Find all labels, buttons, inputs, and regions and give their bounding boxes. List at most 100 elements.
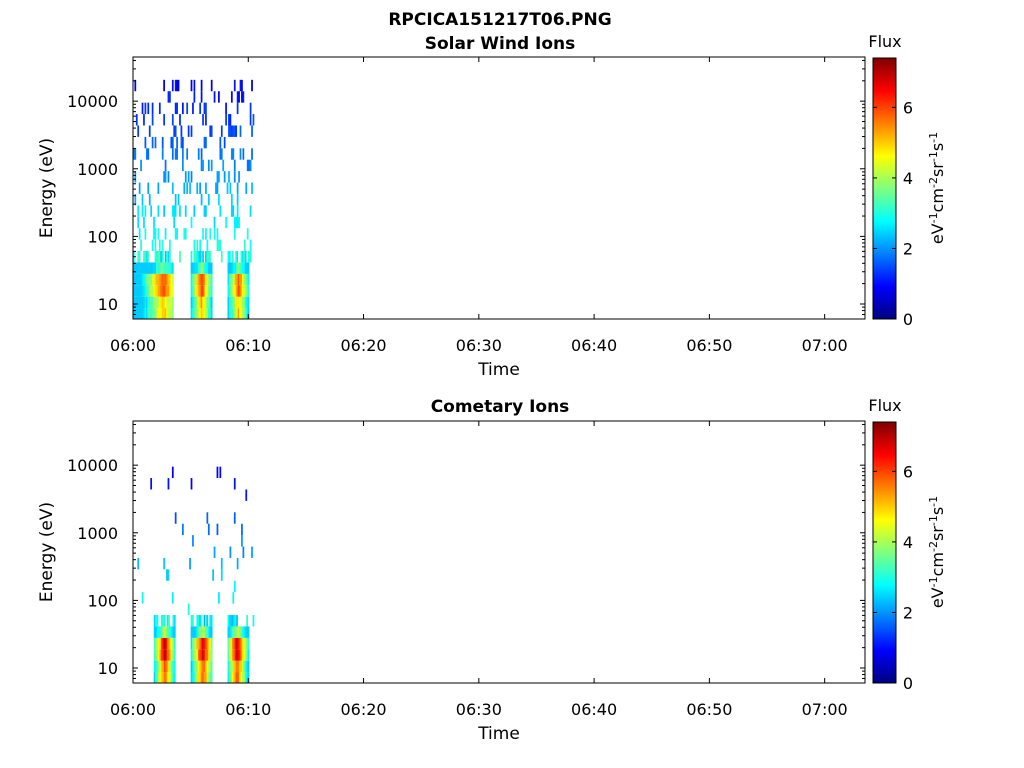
heatmap-cell <box>144 136 147 149</box>
heatmap-cell <box>236 308 238 319</box>
heatmap-cell <box>137 262 140 274</box>
heatmap-cell <box>193 649 196 661</box>
heatmap-cell <box>218 171 220 183</box>
heatmap-cell <box>134 148 137 160</box>
heatmap-cell <box>239 296 241 309</box>
heatmap-cell <box>212 569 214 581</box>
heatmap-cell <box>243 262 246 274</box>
heatmap-cell <box>147 262 150 274</box>
heatmap-cell <box>207 159 210 172</box>
heatmap-cell <box>237 285 240 297</box>
heatmap-cell <box>194 308 197 319</box>
heatmap-cell <box>205 649 207 661</box>
colorbar-tick-label: 4 <box>903 169 913 188</box>
heatmap-cell <box>166 273 168 286</box>
heatmap-cell <box>227 615 230 627</box>
heatmap-cell <box>171 296 174 309</box>
heatmap-cell <box>241 672 244 683</box>
heatmap-cell <box>199 649 202 661</box>
heatmap-cell <box>164 273 167 286</box>
heatmap-cell <box>207 308 210 319</box>
colorbar-tick-label: 6 <box>903 98 913 117</box>
heatmap-cell <box>207 193 210 206</box>
heatmap-cell <box>156 637 159 650</box>
heatmap-cell <box>230 672 233 683</box>
heatmap-cell <box>237 649 240 661</box>
heatmap-cell <box>166 251 168 263</box>
heatmap-cell <box>205 273 207 286</box>
heatmap-cell <box>190 626 193 638</box>
heatmap-cell <box>243 626 246 638</box>
heatmap-cell <box>244 296 247 309</box>
heatmap-cell <box>169 626 172 638</box>
heatmap-cell <box>167 478 170 490</box>
heatmap-cell <box>230 148 233 160</box>
heatmap-cell <box>163 296 165 309</box>
heatmap-cell <box>194 273 197 286</box>
heatmap-cell <box>192 285 194 297</box>
heatmap-cell <box>200 649 203 661</box>
heatmap-cell <box>143 262 145 274</box>
heatmap-cell <box>200 251 203 263</box>
heatmap-cell <box>232 148 235 160</box>
heatmap-cell <box>233 171 236 183</box>
heatmap-cell <box>173 615 176 627</box>
heatmap-cell <box>243 273 246 286</box>
heatmap-cell <box>194 296 197 309</box>
heatmap-cell <box>209 125 212 137</box>
heatmap-cell <box>167 308 170 319</box>
heatmap-cell <box>247 649 250 661</box>
heatmap-cell <box>148 273 151 286</box>
heatmap-cell <box>167 262 170 274</box>
heatmap-cell <box>193 79 196 92</box>
heatmap-cell <box>196 649 199 661</box>
heatmap-cell <box>228 637 231 650</box>
heatmap-cell <box>190 660 193 673</box>
heatmap-cell <box>232 592 235 604</box>
heatmap-cell <box>176 102 178 115</box>
heatmap-cell <box>230 626 233 638</box>
heatmap-cell <box>196 251 199 263</box>
heatmap-cell <box>171 148 174 160</box>
x-tick-label: 06:00 <box>110 700 156 719</box>
heatmap-cell <box>162 649 165 661</box>
heatmap-cell <box>251 148 253 160</box>
heatmap-cell <box>235 216 238 229</box>
heatmap-cell <box>248 251 251 263</box>
heatmap-cell <box>236 102 239 115</box>
heatmap-cell <box>190 478 193 490</box>
heatmap-cell <box>210 262 213 274</box>
heatmap-cell <box>197 296 200 309</box>
heatmap-cell <box>161 262 164 274</box>
heatmap-cell <box>199 296 202 309</box>
heatmap-cell <box>241 251 244 263</box>
heatmap-cell <box>153 672 156 683</box>
heatmap-cell <box>169 91 171 103</box>
x-tick-label: 06:00 <box>110 336 156 355</box>
heatmap-cell <box>161 148 164 160</box>
heatmap-cell <box>239 273 241 286</box>
heatmap-cell <box>179 205 181 217</box>
heatmap-cell <box>244 308 247 319</box>
heatmap-cell <box>166 308 168 319</box>
heatmap-cell <box>161 285 164 297</box>
heatmap-cell <box>225 216 227 229</box>
heatmap-cell <box>159 649 162 661</box>
heatmap-cell <box>237 262 240 274</box>
heatmap-cell <box>157 262 160 274</box>
heatmap-cell <box>148 308 151 319</box>
heatmap-cell <box>209 660 212 673</box>
heatmap-cell <box>172 637 175 650</box>
heatmap-cell <box>233 216 236 229</box>
heatmap-cell <box>230 660 233 673</box>
heatmap-cell <box>150 273 153 286</box>
heatmap-cell <box>169 296 171 309</box>
heatmap-cell <box>194 649 197 661</box>
heatmap-cell <box>234 262 237 274</box>
heatmap-cell <box>134 296 137 309</box>
heatmap-cell <box>148 285 151 297</box>
heatmap-cell <box>240 637 243 650</box>
heatmap-cell <box>239 148 242 160</box>
heatmap-cell <box>207 672 210 683</box>
heatmap-cell <box>144 285 147 297</box>
